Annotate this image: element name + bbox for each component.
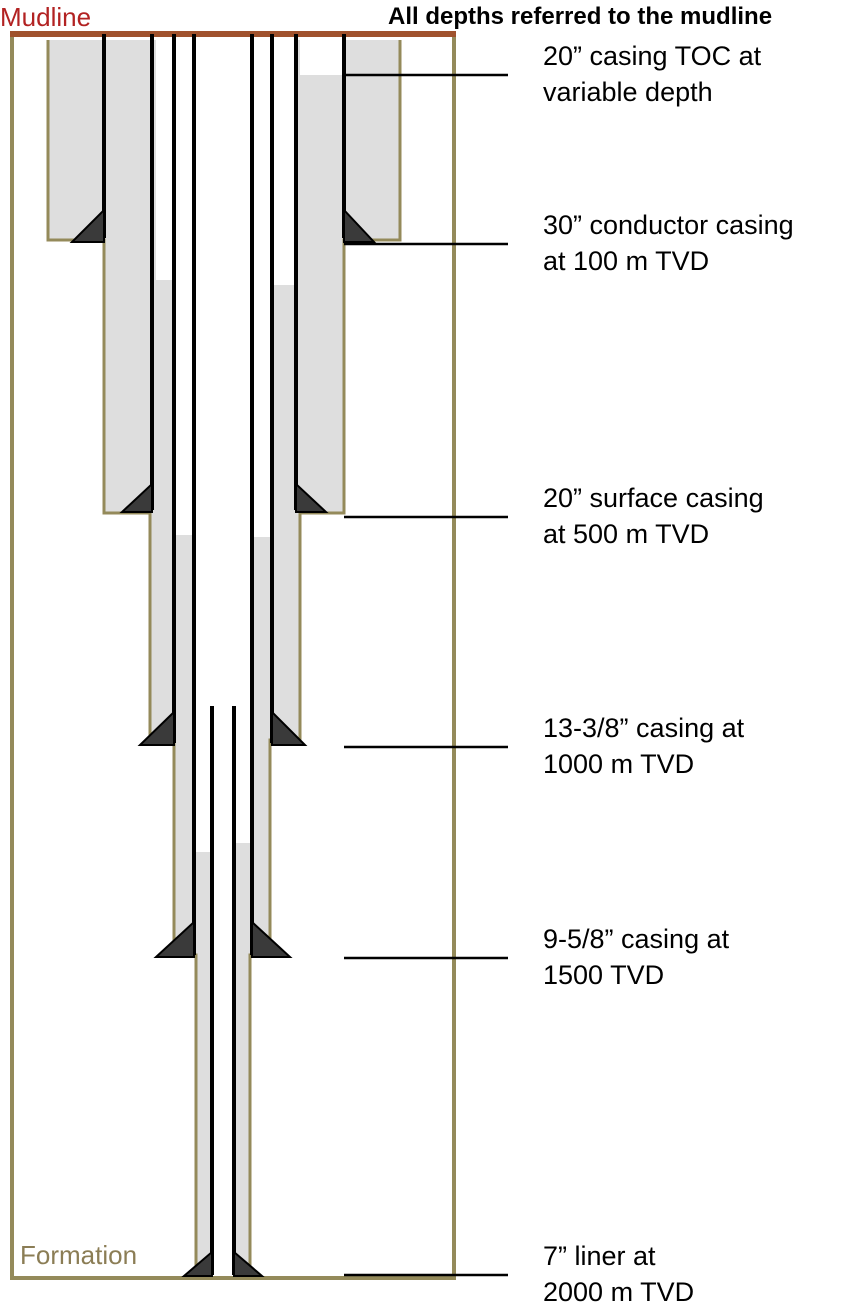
shoe-20-left	[119, 481, 153, 513]
label-casing-9-line-1: 9-5/8” casing at	[543, 924, 730, 954]
mudline-label: Mudline	[0, 2, 92, 32]
toc-line-2: variable depth	[543, 77, 713, 107]
shoe-7-right	[233, 1249, 265, 1277]
label-casing-30-line-1: 30” conductor casing	[543, 210, 794, 240]
casing-shoes	[69, 207, 377, 1277]
label-casing-9-5-8: 9-5/8” casing at 1500 TVD	[543, 921, 729, 993]
label-casing-30-line-2: at 100 m TVD	[543, 246, 710, 276]
casing-13-3-8	[172, 34, 274, 743]
shoe-30-left	[69, 207, 105, 243]
leader-lines	[344, 73, 508, 1277]
toc-line-1: 20” casing TOC at	[543, 41, 762, 71]
label-casing-30: 30” conductor casing at 100 m TVD	[543, 207, 794, 279]
shoe-13-left	[137, 709, 175, 746]
shoe-13-right	[271, 709, 308, 746]
shoe-30-right	[343, 207, 377, 243]
label-liner-7-line-1: 7” liner at	[543, 1241, 656, 1271]
depth-reference-note: All depths referred to the mudline	[388, 3, 773, 30]
label-casing-13-line-1: 13-3/8” casing at	[543, 713, 745, 743]
label-liner-7: 7” liner at 2000 m TVD	[543, 1238, 694, 1310]
casing-30	[102, 34, 346, 238]
casing-9-5-8	[192, 34, 254, 955]
label-casing-13-line-2: 1000 m TVD	[543, 749, 695, 779]
shoe-9-left	[153, 919, 195, 958]
label-liner-7-line-2: 2000 m TVD	[543, 1277, 695, 1307]
shoe-20-right	[295, 481, 329, 513]
toc-annotation: 20” casing TOC at variable depth	[543, 38, 761, 110]
liner-7	[210, 706, 236, 1275]
shoe-9-right	[251, 919, 293, 958]
formation-label: Formation	[20, 1240, 138, 1270]
casing-20	[150, 34, 298, 510]
label-casing-20-line-2: at 500 m TVD	[543, 519, 710, 549]
shoe-7-left	[181, 1249, 213, 1277]
open-bore	[156, 40, 294, 1275]
label-casing-13-3-8: 13-3/8” casing at 1000 m TVD	[543, 710, 744, 782]
label-casing-9-line-2: 1500 TVD	[543, 960, 665, 990]
toc-gap	[300, 40, 344, 75]
label-casing-20: 20” surface casing at 500 m TVD	[543, 480, 764, 552]
label-casing-20-line-1: 20” surface casing	[543, 483, 764, 513]
